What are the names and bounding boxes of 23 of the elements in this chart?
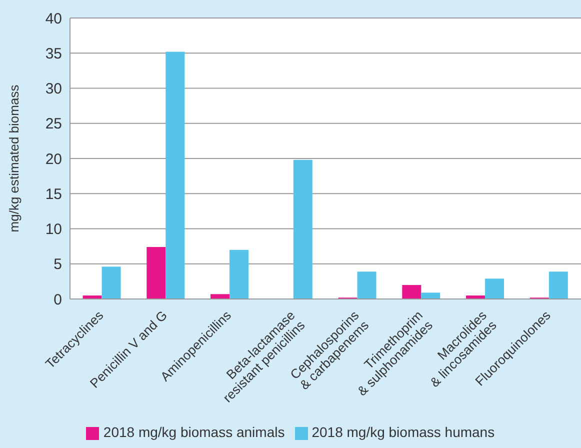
bar xyxy=(485,278,504,299)
bar xyxy=(293,160,312,299)
bar xyxy=(230,250,249,299)
bar xyxy=(548,272,568,299)
bar xyxy=(102,266,121,299)
bar xyxy=(421,292,440,299)
bar xyxy=(166,52,185,299)
bar xyxy=(146,247,166,299)
y-tick-label: 40 xyxy=(45,10,62,28)
y-tick-label: 15 xyxy=(45,186,62,203)
legend-label: 2018 mg/kg biomass animals xyxy=(103,424,285,440)
y-tick-label: 5 xyxy=(54,256,62,274)
y-tick-label: 10 xyxy=(45,221,62,238)
bar xyxy=(357,272,376,299)
y-tick-label: 25 xyxy=(45,116,62,133)
bar xyxy=(402,284,422,299)
y-tick-label: 0 xyxy=(54,291,62,308)
y-tick-label: 35 xyxy=(45,45,62,62)
legend-label: 2018 mg/kg biomass humans xyxy=(312,424,495,440)
y-tick-label: 20 xyxy=(45,150,62,168)
y-tick-label: 30 xyxy=(45,80,62,98)
y-axis-title: mg/kg estimated biomass xyxy=(6,84,22,232)
bar xyxy=(210,294,230,299)
